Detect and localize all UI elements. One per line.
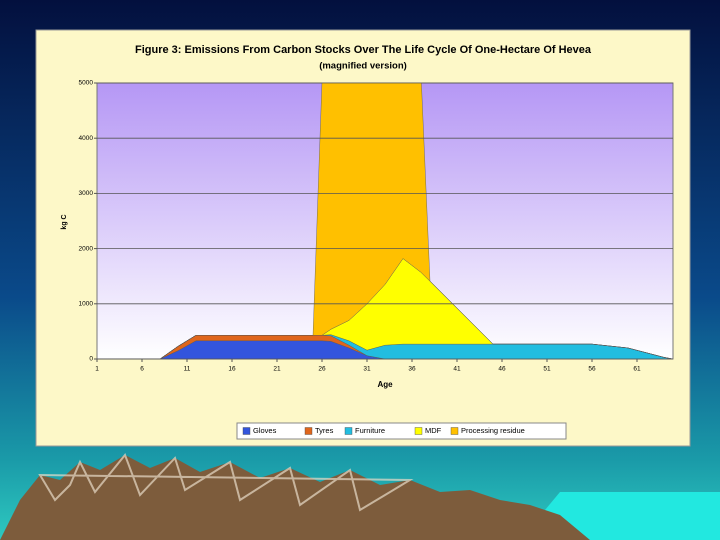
legend-swatch [414, 427, 423, 435]
areas [97, 83, 673, 359]
y-tick-label: 1000 [79, 301, 94, 308]
x-tick-label: 21 [273, 366, 281, 373]
legend-swatch [450, 427, 459, 435]
legend-label: Furniture [355, 426, 385, 435]
chart-subtitle: (magnified version) [319, 61, 407, 72]
x-tick-label: 51 [543, 366, 551, 373]
x-tick-label: 41 [453, 366, 461, 373]
legend-label: Gloves [253, 426, 277, 435]
legend-swatch [304, 427, 313, 435]
y-axis-label: kg C [61, 214, 68, 229]
legend-label: MDF [425, 426, 442, 435]
x-axis-label: Age [377, 380, 393, 389]
legend-label: Tyres [315, 426, 334, 435]
x-tick-label: 26 [318, 366, 326, 373]
legend-swatch [242, 427, 251, 435]
y-tick-label: 4000 [79, 135, 94, 142]
x-tick-label: 61 [633, 366, 641, 373]
x-tick-label: 16 [228, 366, 236, 373]
y-tick-label: 0 [89, 356, 93, 363]
legend: Gloves Tyres Furniture MDF Processing residu… [236, 422, 567, 440]
area [97, 83, 673, 359]
y-tick-label: 2000 [79, 245, 94, 252]
x-tick-label: 36 [408, 366, 416, 373]
legend-swatch [344, 427, 353, 435]
legend-box [236, 422, 567, 440]
x-tick-label: 1 [95, 366, 99, 373]
legend-label: Processing residue [461, 426, 525, 435]
x-tick-label: 31 [363, 366, 371, 373]
x-tick-label: 56 [588, 366, 596, 373]
mountain-snow [38, 453, 414, 512]
y-tick-label: 3000 [79, 190, 94, 197]
chart-title: Figure 3: Emissions From Carbon Stocks O… [135, 44, 592, 56]
x-tick-label: 46 [498, 366, 506, 373]
x-tick-label: 11 [184, 366, 191, 373]
x-tick-label: 6 [140, 366, 144, 373]
y-tick-label: 5000 [79, 80, 94, 87]
